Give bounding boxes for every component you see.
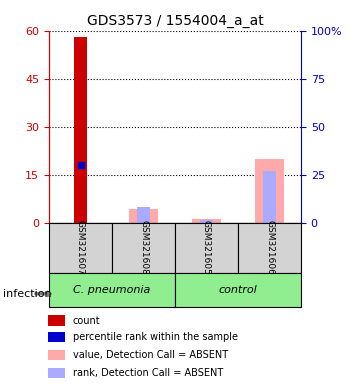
- Text: rank, Detection Call = ABSENT: rank, Detection Call = ABSENT: [73, 368, 223, 378]
- Bar: [255, 159, 284, 223]
- Bar: [48, 332, 65, 343]
- Text: count: count: [73, 316, 100, 326]
- Bar: [48, 350, 65, 360]
- Bar: [49, 223, 112, 273]
- Title: GDS3573 / 1554004_a_at: GDS3573 / 1554004_a_at: [87, 14, 263, 28]
- Text: percentile rank within the sample: percentile rank within the sample: [73, 332, 238, 342]
- Bar: [193, 219, 221, 223]
- Bar: [48, 315, 65, 326]
- Text: infection: infection: [4, 289, 52, 299]
- Bar: [74, 37, 87, 223]
- Bar: [112, 223, 175, 273]
- Bar: [238, 223, 301, 273]
- Bar: [48, 368, 65, 378]
- Text: GSM321605: GSM321605: [202, 220, 211, 275]
- Text: GSM321607: GSM321607: [76, 220, 85, 275]
- Text: GSM321608: GSM321608: [139, 220, 148, 275]
- Bar: [49, 273, 175, 307]
- Bar: [136, 207, 150, 223]
- Bar: [175, 223, 238, 273]
- Bar: [175, 273, 301, 307]
- Bar: [262, 171, 276, 223]
- Text: control: control: [219, 285, 257, 295]
- Text: value, Detection Call = ABSENT: value, Detection Call = ABSENT: [73, 350, 228, 360]
- Text: GSM321606: GSM321606: [265, 220, 274, 275]
- Bar: [199, 220, 213, 223]
- Text: C. pneumonia: C. pneumonia: [73, 285, 151, 295]
- Bar: [129, 209, 158, 223]
